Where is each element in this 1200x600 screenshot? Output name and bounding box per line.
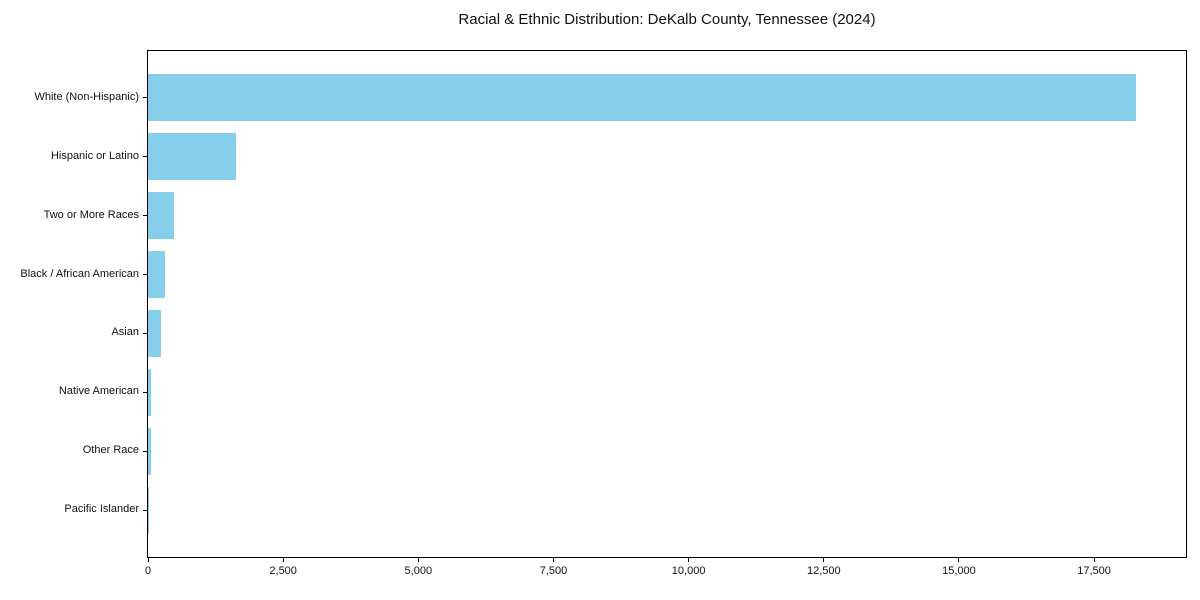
y-tick-label-pacific-islander: Pacific Islander <box>64 503 139 516</box>
y-tick-label-white-non-hispanic: White (Non-Hispanic) <box>34 90 139 103</box>
x-tick-label: 15,000 <box>942 565 976 577</box>
x-tick-label: 7,500 <box>539 565 568 577</box>
x-tick-label: 0 <box>144 565 152 577</box>
x-axis-tick <box>552 558 554 562</box>
y-tick-label-native-american: Native American <box>58 385 139 398</box>
y-tick-label-two-or-more-races: Two or More Races <box>43 208 139 221</box>
x-axis-tick <box>688 558 690 562</box>
y-axis-tick <box>143 509 147 511</box>
y-axis-tick <box>143 156 147 158</box>
y-axis-tick <box>143 215 147 217</box>
x-tick-label: 2,500 <box>269 565 297 577</box>
bar-hispanic-or-latino <box>148 132 236 181</box>
bar-two-or-more-races <box>148 191 174 240</box>
chart-title: Racial & Ethnic Distribution: DeKalb Cou… <box>458 11 876 28</box>
plot-area <box>147 50 1187 558</box>
x-tick-label: 17,500 <box>1077 565 1111 577</box>
bar-other-race <box>148 427 151 476</box>
y-axis-tick <box>143 332 147 334</box>
x-axis-tick <box>1093 558 1095 562</box>
x-axis-tick <box>147 558 149 562</box>
x-axis-tick <box>417 558 419 562</box>
y-axis-tick <box>143 391 147 393</box>
bar-black-african-american <box>148 250 166 299</box>
y-tick-label-other-race: Other Race <box>82 444 139 457</box>
y-tick-label-hispanic-or-latino: Hispanic or Latino <box>50 149 139 162</box>
bar-native-american <box>148 368 152 417</box>
x-tick-label: 10,000 <box>671 565 706 577</box>
y-tick-label-asian: Asian <box>111 326 139 339</box>
x-axis-tick <box>282 558 284 562</box>
y-axis-tick <box>143 274 147 275</box>
y-axis-tick <box>143 450 147 452</box>
y-tick-label-black-african-american: Black / African American <box>20 267 139 280</box>
x-tick-label: 5,000 <box>404 565 433 577</box>
x-axis-tick <box>823 558 825 562</box>
bar-asian <box>148 309 161 358</box>
bar-white-non-hispanic <box>148 74 1136 122</box>
y-axis-tick <box>143 97 147 99</box>
x-axis-tick <box>958 558 960 562</box>
x-tick-label: 12,500 <box>806 565 841 577</box>
